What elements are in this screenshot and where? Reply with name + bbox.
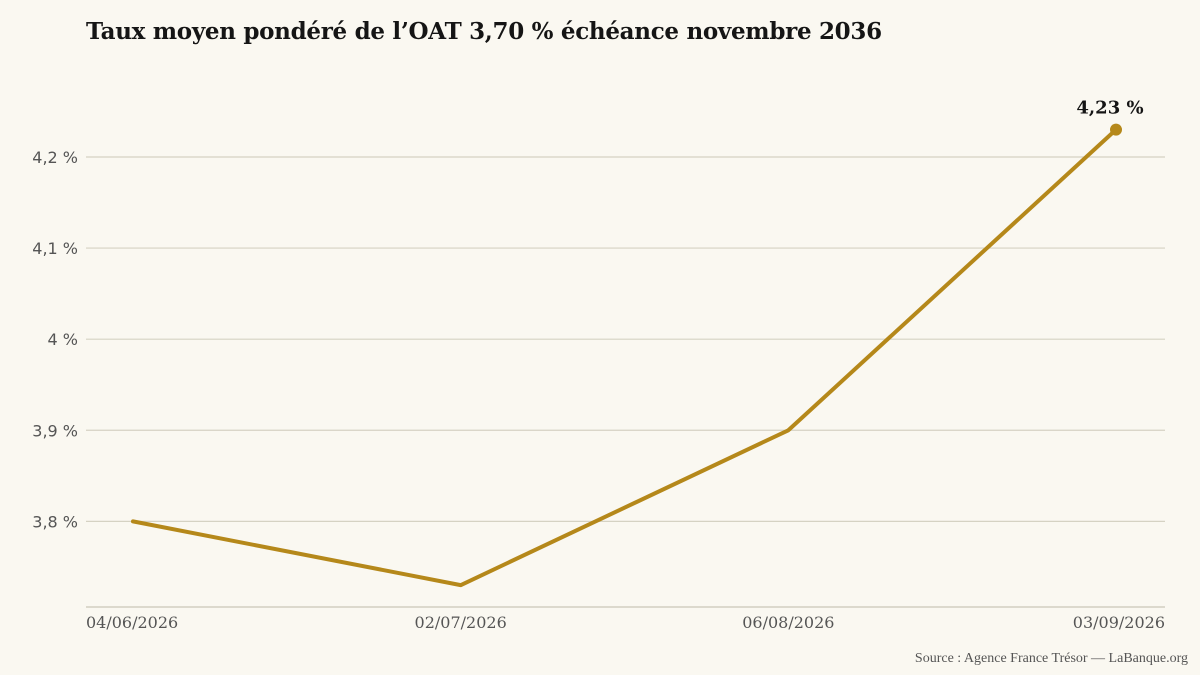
series — [131, 127, 1118, 588]
chart-title: Taux moyen pondéré de l’OAT 3,70 % échéa… — [86, 18, 882, 45]
last-point-marker — [1110, 123, 1122, 136]
series-line — [131, 127, 1118, 588]
source-note: Source : Agence France Trésor — LaBanque… — [914, 651, 1188, 666]
x-tick-label: 04/06/2026 — [86, 613, 178, 632]
x-tick-label: 02/07/2026 — [415, 613, 507, 632]
x-tick-label: 03/09/2026 — [1073, 613, 1165, 632]
x-axis-ticks: 04/06/2026 02/07/2026 06/08/2026 03/09/2026 — [86, 613, 1165, 632]
y-tick-label: 4,2 % — [32, 148, 78, 167]
annotations: 4,23 % — [1076, 98, 1144, 136]
y-tick-label: 4,1 % — [32, 239, 78, 258]
last-value-label: 4,23 % — [1076, 98, 1143, 119]
y-tick-label: 3,8 % — [32, 512, 78, 531]
y-axis-ticks: 3,8 % 3,9 % 4 % 4,1 % 4,2 % — [32, 148, 78, 531]
y-tick-label: 4 % — [48, 330, 78, 349]
gridlines — [86, 156, 1165, 522]
y-tick-label: 3,9 % — [32, 421, 78, 440]
x-tick-label: 06/08/2026 — [742, 613, 834, 632]
